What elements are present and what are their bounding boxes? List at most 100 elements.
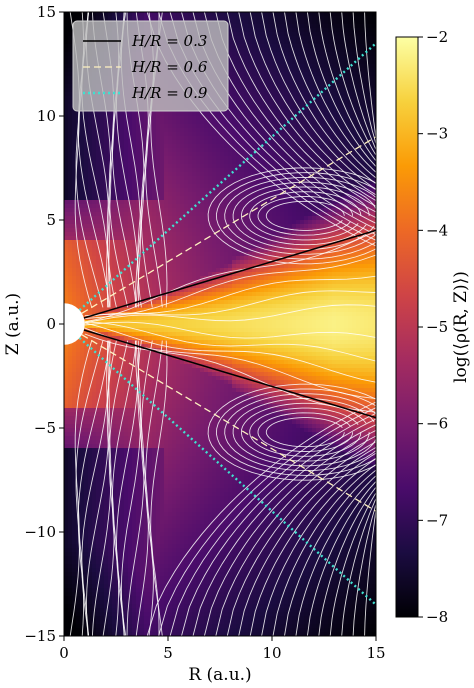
heatmap-cell bbox=[84, 224, 89, 229]
heatmap-cell bbox=[116, 468, 121, 473]
heatmap-cell bbox=[120, 132, 125, 137]
heatmap-cell bbox=[168, 596, 173, 601]
heatmap-cell bbox=[152, 232, 157, 237]
heatmap-cell bbox=[152, 212, 157, 217]
heatmap-cell bbox=[144, 232, 149, 237]
heatmap-cell bbox=[160, 204, 165, 209]
heatmap-cell bbox=[72, 276, 77, 281]
heatmap-cell bbox=[180, 588, 185, 593]
heatmap-cell bbox=[116, 392, 121, 397]
heatmap-cell bbox=[148, 236, 153, 241]
heatmap-cell bbox=[164, 172, 169, 177]
heatmap-cell bbox=[116, 332, 121, 337]
heatmap-cell bbox=[120, 384, 125, 389]
heatmap-cell bbox=[88, 532, 93, 537]
heatmap-cell bbox=[80, 440, 85, 445]
heatmap-cell bbox=[64, 380, 69, 385]
heatmap-cell bbox=[172, 448, 177, 453]
heatmap-cell bbox=[100, 508, 105, 513]
heatmap-cell bbox=[100, 252, 105, 257]
heatmap-cell bbox=[84, 436, 89, 441]
heatmap-cell bbox=[168, 492, 173, 497]
heatmap-cell bbox=[180, 464, 185, 469]
heatmap-cell bbox=[184, 112, 189, 117]
heatmap-cell bbox=[104, 200, 109, 205]
heatmap-cell bbox=[88, 348, 93, 353]
heatmap-cell bbox=[160, 584, 165, 589]
heatmap-cell bbox=[64, 576, 69, 581]
heatmap-cell bbox=[176, 276, 181, 281]
heatmap-cell bbox=[176, 492, 181, 497]
heatmap-cell bbox=[184, 420, 189, 425]
heatmap-cell bbox=[76, 548, 81, 553]
heatmap-cell bbox=[152, 500, 157, 505]
heatmap-cell bbox=[76, 540, 81, 545]
heatmap-cell bbox=[132, 308, 137, 313]
heatmap-cell bbox=[132, 404, 137, 409]
heatmap-cell bbox=[124, 604, 129, 609]
heatmap-cell bbox=[184, 180, 189, 185]
heatmap-cell bbox=[68, 276, 73, 281]
heatmap-cell bbox=[176, 168, 181, 173]
heatmap-cell bbox=[144, 424, 149, 429]
heatmap-cell bbox=[160, 120, 165, 125]
heatmap-cell bbox=[88, 484, 93, 489]
heatmap-cell bbox=[176, 580, 181, 585]
heatmap-cell bbox=[132, 240, 137, 245]
heatmap-cell bbox=[68, 420, 73, 425]
heatmap-cell bbox=[76, 468, 81, 473]
heatmap-cell bbox=[96, 536, 101, 541]
heatmap-cell bbox=[188, 172, 193, 177]
heatmap-cell bbox=[164, 544, 169, 549]
heatmap-cell bbox=[76, 428, 81, 433]
heatmap-cell bbox=[140, 348, 145, 353]
heatmap-cell bbox=[124, 160, 129, 165]
heatmap-cell bbox=[172, 112, 177, 117]
heatmap-cell bbox=[172, 300, 177, 305]
heatmap-cell bbox=[76, 400, 81, 405]
heatmap-cell bbox=[104, 424, 109, 429]
heatmap-cell bbox=[184, 592, 189, 597]
heatmap-cell bbox=[68, 556, 73, 561]
heatmap-cell bbox=[96, 528, 101, 533]
heatmap-cell bbox=[160, 412, 165, 417]
heatmap-cell bbox=[184, 440, 189, 445]
heatmap-cell bbox=[76, 476, 81, 481]
heatmap-cell bbox=[184, 556, 189, 561]
heatmap-cell bbox=[164, 572, 169, 577]
heatmap-cell bbox=[144, 392, 149, 397]
heatmap-cell bbox=[68, 264, 73, 269]
heatmap-cell bbox=[120, 388, 125, 393]
heatmap-cell bbox=[64, 112, 69, 117]
heatmap-cell bbox=[168, 448, 173, 453]
heatmap-cell bbox=[140, 556, 145, 561]
heatmap-cell bbox=[64, 284, 69, 289]
heatmap-cell bbox=[100, 372, 105, 377]
heatmap-cell bbox=[104, 432, 109, 437]
heatmap-cell bbox=[76, 16, 81, 21]
heatmap-cell bbox=[96, 416, 101, 421]
heatmap-cell bbox=[80, 408, 85, 413]
heatmap-cell bbox=[180, 600, 185, 605]
heatmap-cell bbox=[148, 204, 153, 209]
heatmap-cell bbox=[72, 156, 77, 161]
heatmap-cell bbox=[184, 164, 189, 169]
heatmap-cell bbox=[124, 540, 129, 545]
heatmap-cell bbox=[72, 612, 77, 617]
heatmap-cell bbox=[112, 212, 117, 217]
heatmap-cell bbox=[180, 388, 185, 393]
heatmap-cell bbox=[76, 296, 81, 301]
heatmap-cell bbox=[84, 168, 89, 173]
heatmap-cell bbox=[84, 280, 89, 285]
heatmap-cell bbox=[136, 520, 141, 525]
heatmap-cell bbox=[64, 104, 69, 109]
heatmap-cell bbox=[136, 548, 141, 553]
heatmap-cell bbox=[180, 584, 185, 589]
heatmap-cell bbox=[132, 568, 137, 573]
heatmap-cell bbox=[100, 476, 105, 481]
heatmap-cell bbox=[164, 232, 169, 237]
heatmap-cell bbox=[160, 356, 165, 361]
heatmap-cell bbox=[148, 288, 153, 293]
heatmap-cell bbox=[100, 552, 105, 557]
heatmap-cell bbox=[144, 360, 149, 365]
